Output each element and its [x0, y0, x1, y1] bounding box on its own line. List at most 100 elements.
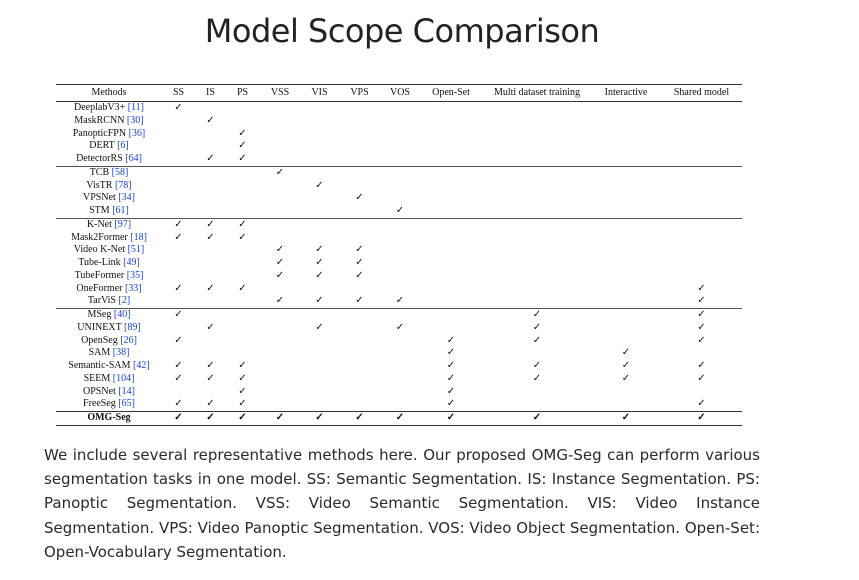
empty-cell	[483, 295, 591, 308]
method-name: OneFormer	[76, 282, 123, 294]
citation-link[interactable]: [65]	[118, 398, 135, 410]
citation-link[interactable]: [2]	[118, 295, 131, 307]
empty-cell	[226, 115, 259, 128]
empty-cell	[162, 115, 195, 128]
empty-cell	[301, 386, 338, 399]
empty-cell	[381, 180, 419, 193]
checkmark-cell: ✓	[621, 347, 631, 359]
empty-cell	[381, 102, 419, 115]
empty-cell	[301, 398, 338, 411]
empty-cell	[381, 244, 419, 257]
checkmark-cell: ✓	[206, 231, 215, 243]
method-name-cell: Video K-Net [51]	[56, 244, 162, 257]
citation-link[interactable]: [97]	[114, 218, 132, 230]
citation-link[interactable]: [64]	[125, 153, 142, 164]
citation-link[interactable]: [42]	[133, 360, 150, 371]
checkmark-cell: ✓	[206, 372, 215, 384]
citation-link[interactable]: [14]	[118, 385, 135, 397]
column-header: IS	[195, 84, 226, 102]
citation-link[interactable]: [38]	[112, 347, 130, 359]
citation-link[interactable]: [51]	[127, 244, 145, 256]
checkmark-cell: ✓	[275, 295, 285, 307]
empty-cell	[338, 307, 381, 322]
citation-link[interactable]: [6]	[117, 140, 129, 152]
checkmark-cell: ✓	[355, 192, 364, 204]
checkmark-cell: ✓	[195, 217, 226, 232]
checkmark-cell: ✓	[532, 360, 542, 371]
empty-cell	[301, 128, 338, 141]
method-name: STM	[89, 205, 110, 216]
citation-link[interactable]: [58]	[111, 166, 129, 178]
table-row: Semantic-SAM [42] ✓ ✓ ✓ ✓ ✓ ✓ ✓	[56, 360, 742, 373]
empty-cell	[591, 102, 661, 115]
empty-cell	[259, 140, 301, 153]
empty-cell	[419, 128, 483, 141]
checkmark-cell: ✓	[315, 321, 324, 333]
empty-cell	[195, 386, 226, 399]
citation-link[interactable]: [40]	[113, 309, 131, 320]
empty-cell	[381, 153, 419, 166]
table-row: VPSNet [34] ✓	[56, 192, 742, 205]
empty-cell	[419, 295, 483, 308]
table-row: OpenSeg [26] ✓ ✓ ✓ ✓	[56, 335, 742, 348]
empty-cell	[419, 140, 483, 153]
empty-cell	[483, 386, 591, 399]
table-row: DeeplabV3+ [11] ✓	[56, 102, 742, 115]
method-name: Semantic-SAM	[68, 360, 131, 371]
citation-link[interactable]: [26]	[120, 334, 137, 346]
empty-cell	[591, 180, 661, 193]
citation-link[interactable]: [36]	[128, 127, 146, 139]
citation-link[interactable]: [61]	[112, 205, 129, 216]
table-row: OneFormer [33] ✓ ✓ ✓ ✓	[56, 283, 742, 296]
column-header: Interactive	[591, 84, 661, 102]
empty-cell	[419, 205, 483, 218]
empty-cell	[259, 283, 301, 296]
citation-link[interactable]: [33]	[124, 282, 142, 294]
checkmark-cell: ✓	[206, 282, 215, 294]
empty-cell	[259, 322, 301, 335]
empty-cell	[338, 140, 381, 153]
empty-cell	[591, 153, 661, 166]
comparison-table-wrap: Methods SS IS PS VSS VIS VPS VOS Open-Set Multi d…	[56, 84, 742, 426]
empty-cell	[661, 115, 742, 128]
checkmark-cell: ✓	[661, 307, 742, 322]
citation-link[interactable]: [18]	[130, 231, 147, 243]
checkmark-cell: ✓	[174, 231, 183, 243]
empty-cell	[162, 153, 195, 166]
citation-link[interactable]: [104]	[112, 372, 135, 384]
citation-link[interactable]: [30]	[126, 114, 144, 126]
empty-cell	[381, 128, 419, 141]
table-row: Tube-Link [49] ✓ ✓ ✓	[56, 257, 742, 270]
empty-cell	[381, 283, 419, 296]
empty-cell	[483, 217, 591, 232]
empty-cell	[162, 165, 195, 180]
citation-link[interactable]: [35]	[126, 269, 144, 281]
empty-cell	[195, 192, 226, 205]
citation-link[interactable]: [78]	[114, 179, 132, 191]
column-header: VPS	[338, 84, 381, 102]
empty-cell	[226, 257, 259, 270]
empty-cell	[195, 180, 226, 193]
citation-link[interactable]: [11]	[127, 102, 144, 113]
method-name: VisTR	[86, 179, 113, 191]
citation-link[interactable]: [34]	[118, 192, 135, 204]
checkmark-cell: ✓	[338, 411, 381, 426]
table-row: MaskRCNN [30] ✓	[56, 115, 742, 128]
empty-cell	[338, 232, 381, 245]
column-header: VIS	[301, 84, 338, 102]
method-name-cell: VisTR [78]	[56, 180, 162, 193]
citation-link[interactable]: [49]	[123, 257, 140, 268]
caption: We include several representative method…	[44, 446, 760, 561]
empty-cell	[226, 205, 259, 218]
table-row: DERT [6] ✓	[56, 140, 742, 153]
checkmark-cell: ✓	[275, 244, 285, 256]
table-row: DetectorRS [64] ✓ ✓	[56, 153, 742, 166]
empty-cell	[483, 180, 591, 193]
empty-cell	[419, 270, 483, 283]
checkmark-cell: ✓	[259, 165, 301, 180]
checkmark-cell: ✓	[238, 398, 247, 410]
empty-cell	[381, 373, 419, 386]
checkmark-cell: ✓	[162, 217, 195, 232]
citation-link[interactable]: [89]	[124, 321, 141, 333]
empty-cell	[259, 115, 301, 128]
